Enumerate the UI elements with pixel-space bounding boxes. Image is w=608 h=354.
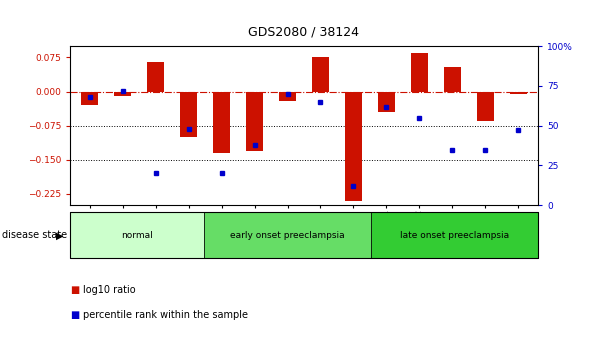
Bar xyxy=(81,92,98,105)
Text: GDS2080 / 38124: GDS2080 / 38124 xyxy=(249,26,359,39)
Text: normal: normal xyxy=(121,231,153,240)
Bar xyxy=(378,92,395,112)
Bar xyxy=(181,92,197,137)
Text: log10 ratio: log10 ratio xyxy=(83,285,136,295)
Bar xyxy=(246,92,263,151)
Text: late onset preeclampsia: late onset preeclampsia xyxy=(400,231,509,240)
Bar xyxy=(213,92,230,153)
Bar xyxy=(279,92,295,101)
Bar xyxy=(114,92,131,96)
Text: ▶: ▶ xyxy=(56,230,63,240)
Bar xyxy=(444,67,461,92)
Bar xyxy=(345,92,362,201)
Bar xyxy=(313,57,329,92)
Text: ■: ■ xyxy=(70,285,79,295)
Bar xyxy=(477,92,494,121)
Bar xyxy=(147,62,164,92)
Bar xyxy=(510,92,527,94)
Text: disease state: disease state xyxy=(2,230,67,240)
Text: percentile rank within the sample: percentile rank within the sample xyxy=(83,310,248,320)
Bar xyxy=(411,53,427,92)
Text: early onset preeclampsia: early onset preeclampsia xyxy=(230,231,345,240)
Text: ■: ■ xyxy=(70,310,79,320)
